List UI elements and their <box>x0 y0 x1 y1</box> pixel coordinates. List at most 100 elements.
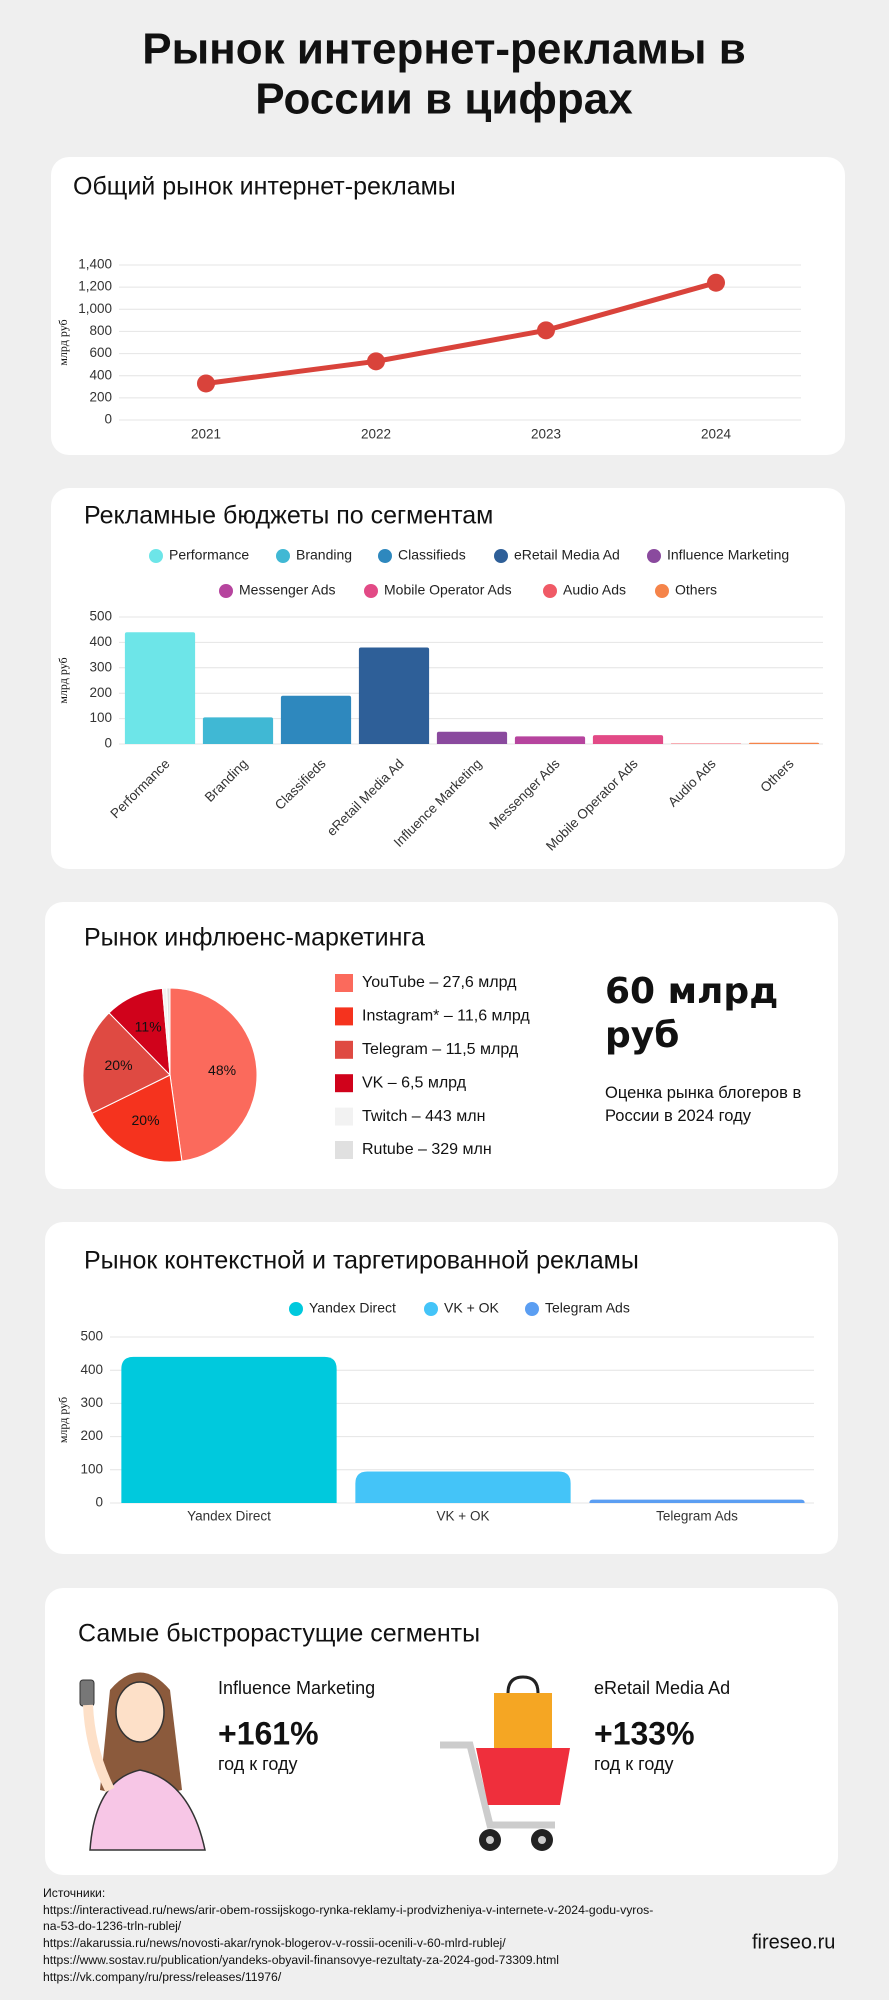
page-title-line: России в цифрах <box>255 75 633 124</box>
legend-label: Messenger Ads <box>239 582 336 598</box>
legend-marker <box>149 549 163 563</box>
y-tick-label: 300 <box>89 659 112 674</box>
point <box>367 352 385 371</box>
bar <box>124 632 196 744</box>
woman-illustration <box>79 1672 206 1851</box>
legend-label: eRetail Media Ad <box>514 547 620 563</box>
segment-name: eRetail Media Ad <box>594 1678 730 1698</box>
x-tick-label: 2022 <box>361 427 391 442</box>
legend-marker <box>335 1074 353 1093</box>
legend-marker <box>335 1141 353 1159</box>
chart-title: Рынок инфлюенс-маркетинга <box>84 924 425 952</box>
legend-marker <box>525 1302 539 1316</box>
segment-growth: +161% <box>218 1715 319 1751</box>
chart-title: Рекламные бюджеты по сегментам <box>84 502 493 530</box>
source-link[interactable]: https://vk.company/ru/press/releases/119… <box>43 1969 282 1984</box>
y-tick-label: 800 <box>89 323 112 338</box>
pie-slice <box>166 987 171 1076</box>
legend-marker <box>335 1040 353 1059</box>
page-title-line: Рынок интернет-рекламы в <box>142 25 746 74</box>
x-tick-label: Telegram Ads <box>656 1509 738 1524</box>
y-tick-label: 100 <box>89 710 112 725</box>
section-title: Самые быстрорастущие сегменты <box>78 1620 480 1648</box>
y-tick-label: 400 <box>89 367 112 382</box>
line <box>205 280 717 386</box>
legend-marker <box>543 584 557 598</box>
y-axis-label: млрд руб <box>56 1397 70 1443</box>
y-tick-label: 200 <box>80 1428 103 1443</box>
cart-illustration <box>440 1675 570 1851</box>
source-link[interactable]: https://www.sostav.ru/publication/yandek… <box>43 1952 559 1967</box>
slice-label: 48% <box>208 1062 236 1078</box>
bar <box>436 731 508 744</box>
pie-slice <box>91 1074 183 1163</box>
legend-label: Yandex Direct <box>309 1300 396 1316</box>
x-tick-label: 2023 <box>531 427 561 442</box>
legend-marker <box>378 549 392 563</box>
bar <box>670 743 742 744</box>
x-tick-label: VK + OK <box>437 1509 490 1524</box>
bar <box>514 736 586 744</box>
legend-label: Performance <box>169 547 249 563</box>
y-tick-label: 100 <box>80 1461 103 1476</box>
brand: fireseo.ru <box>752 1931 835 1953</box>
legend-label: Mobile Operator Ads <box>384 582 512 598</box>
legend-label: VK – 6,5 млрд <box>362 1074 467 1091</box>
segment-name: Influence Marketing <box>218 1678 375 1698</box>
legend-marker <box>219 584 233 598</box>
legend-label: Others <box>675 582 717 598</box>
legend-marker <box>424 1302 438 1316</box>
legend-marker <box>276 549 290 563</box>
bar <box>280 695 352 744</box>
legend-label: Branding <box>296 547 352 563</box>
slice-label: 20% <box>132 1112 160 1128</box>
card <box>51 157 845 455</box>
point <box>537 321 555 340</box>
bar <box>121 1356 337 1503</box>
legend-marker <box>647 549 661 563</box>
legend-label: Telegram – 11,5 млрд <box>362 1041 519 1058</box>
legend-label: Instagram* – 11,6 млрд <box>362 1008 530 1025</box>
y-tick-label: 1,000 <box>78 301 112 316</box>
y-tick-label: 200 <box>89 685 112 700</box>
card <box>51 488 845 869</box>
legend-label: YouTube – 27,6 млрд <box>362 974 517 991</box>
y-tick-label: 500 <box>89 609 112 624</box>
market-value: 60 млрд руб <box>605 971 779 1056</box>
x-tick-label: 2024 <box>701 427 732 442</box>
y-tick-label: 1,400 <box>78 257 112 272</box>
source-link[interactable]: https://akarussia.ru/news/novosti-akar/r… <box>43 1936 506 1951</box>
y-tick-label: 500 <box>80 1329 103 1344</box>
legend-label: Audio Ads <box>563 582 626 598</box>
y-tick-label: 0 <box>104 736 112 751</box>
pie-slice <box>82 1012 171 1115</box>
segment-growth: +133% <box>594 1715 695 1751</box>
y-tick-label: 600 <box>89 345 112 360</box>
y-tick-label: 400 <box>89 634 112 649</box>
y-tick-label: 200 <box>89 389 112 404</box>
legend-label: Twitch – 443 млн <box>362 1108 485 1125</box>
legend-label: Classifieds <box>398 547 466 563</box>
card <box>45 1588 838 1875</box>
bar <box>355 1471 571 1503</box>
point <box>197 374 215 393</box>
y-tick-label: 0 <box>104 412 112 427</box>
bar <box>202 717 274 744</box>
y-tick-label: 0 <box>95 1495 103 1510</box>
legend-marker <box>364 584 378 598</box>
chart-title: Рынок контекстной и таргетированной рекл… <box>84 1247 639 1275</box>
segment-period: год к году <box>218 1754 297 1774</box>
bar <box>358 647 430 744</box>
y-tick-label: 400 <box>80 1362 103 1377</box>
x-tick-label: 2021 <box>191 427 221 442</box>
y-tick-label: 300 <box>80 1395 103 1410</box>
market-caption: Оценка рынка блогеров в России в 2024 го… <box>605 1084 802 1125</box>
chart-title: Общий рынок интернет-рекламы <box>73 173 456 201</box>
source-link[interactable]: https://interactivead.ru/news/arir-obem-… <box>43 1902 654 1934</box>
y-axis-label: млрд руб <box>56 657 70 703</box>
legend-marker <box>494 549 508 563</box>
legend-label: VK + OK <box>444 1300 500 1316</box>
y-axis-label: млрд руб <box>56 319 70 365</box>
